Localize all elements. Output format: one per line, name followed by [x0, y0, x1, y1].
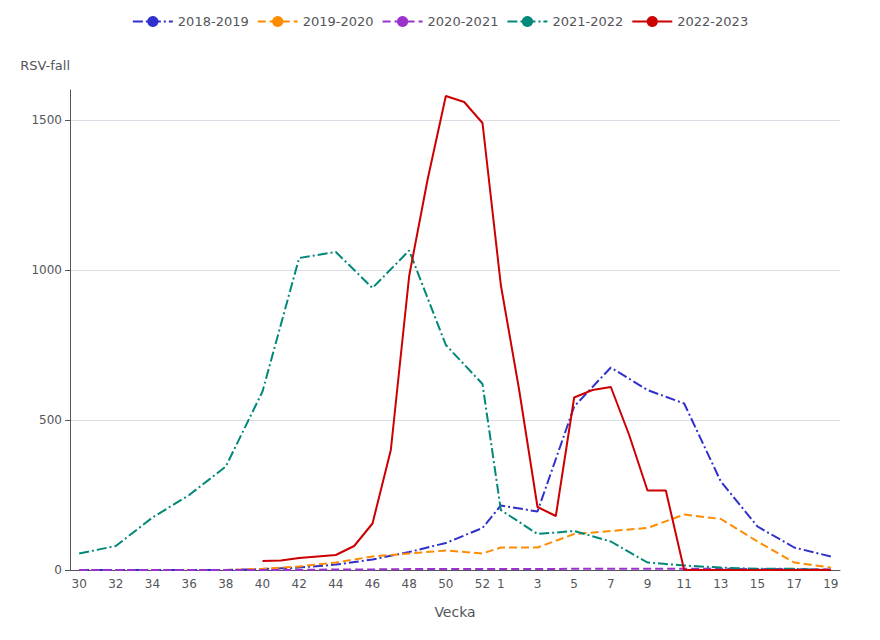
svg-text:1000: 1000 [31, 263, 62, 277]
svg-text:40: 40 [255, 577, 270, 591]
svg-text:2020-2021: 2020-2021 [428, 14, 499, 29]
svg-text:3: 3 [534, 577, 542, 591]
svg-text:2021-2022: 2021-2022 [552, 14, 623, 29]
svg-text:17: 17 [787, 577, 802, 591]
svg-text:46: 46 [365, 577, 380, 591]
svg-text:2018-2019: 2018-2019 [178, 14, 249, 29]
svg-text:34: 34 [145, 577, 160, 591]
svg-text:RSV-fall: RSV-fall [20, 58, 70, 73]
svg-text:36: 36 [182, 577, 197, 591]
svg-text:0: 0 [54, 563, 62, 577]
svg-text:19: 19 [823, 577, 838, 591]
svg-text:1: 1 [497, 577, 505, 591]
svg-text:9: 9 [644, 577, 652, 591]
svg-text:42: 42 [292, 577, 307, 591]
svg-text:5: 5 [570, 577, 578, 591]
svg-text:52: 52 [475, 577, 490, 591]
svg-text:30: 30 [72, 577, 87, 591]
svg-text:2019-2020: 2019-2020 [303, 14, 374, 29]
svg-text:2022-2023: 2022-2023 [677, 14, 748, 29]
svg-text:48: 48 [402, 577, 417, 591]
svg-text:7: 7 [607, 577, 615, 591]
svg-text:11: 11 [677, 577, 692, 591]
svg-text:15: 15 [750, 577, 765, 591]
svg-text:1500: 1500 [31, 113, 62, 127]
svg-text:50: 50 [438, 577, 453, 591]
svg-text:32: 32 [108, 577, 123, 591]
svg-text:Vecka: Vecka [434, 604, 475, 620]
svg-text:38: 38 [218, 577, 233, 591]
svg-text:13: 13 [713, 577, 728, 591]
svg-text:500: 500 [39, 413, 62, 427]
svg-text:44: 44 [328, 577, 343, 591]
